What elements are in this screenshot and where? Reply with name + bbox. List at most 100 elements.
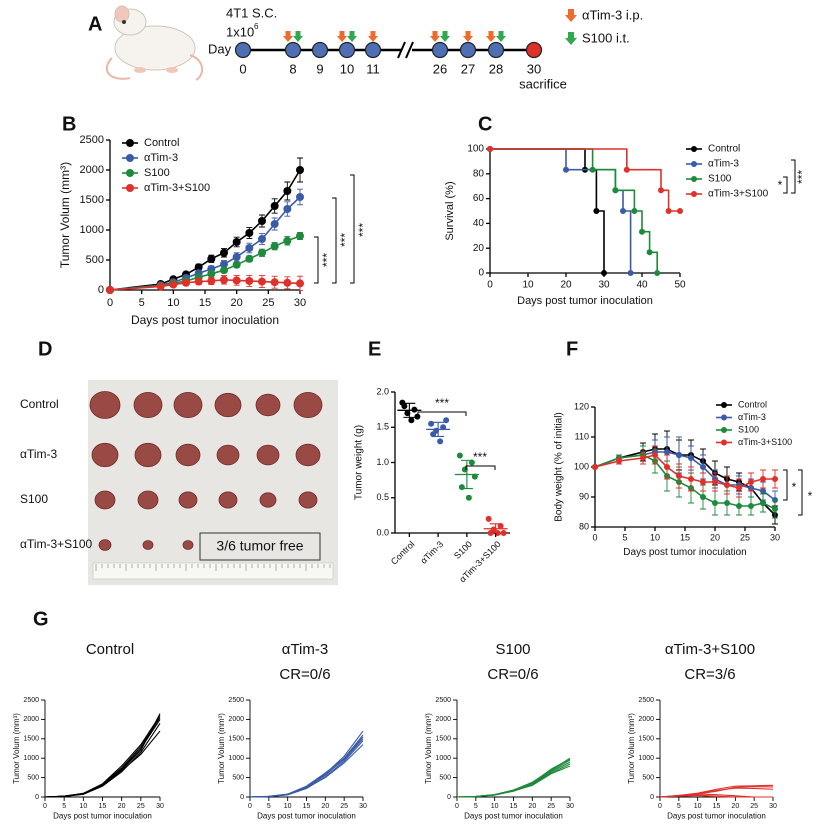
data-point <box>724 482 730 488</box>
tumor <box>293 391 323 418</box>
data-point <box>232 260 241 269</box>
x-tick-label: 10 <box>694 803 702 810</box>
data-point <box>428 420 435 427</box>
timeline-day <box>284 41 302 59</box>
x-axis-label: Days post tumor inoculation <box>464 812 563 821</box>
data-point <box>665 208 672 214</box>
y-tick-label: 2000 <box>80 164 104 176</box>
x-tick-label: 15 <box>199 297 211 309</box>
timeline-day <box>431 41 449 59</box>
cell-line: 4T1 S.C. <box>226 5 277 20</box>
x-tick-label: 0 <box>658 803 662 810</box>
data-point <box>640 455 646 461</box>
significance-label: *** <box>795 170 809 184</box>
data-point <box>748 479 754 485</box>
treatment-arrow <box>486 31 496 42</box>
day-number: 8 <box>289 61 296 76</box>
y-axis-label: Body weight (% of initial) <box>554 412 565 522</box>
data-point <box>296 232 304 240</box>
data-point <box>270 220 279 228</box>
data-point <box>736 503 742 509</box>
y-axis-label: Tumor Volum (mm³) <box>12 713 21 784</box>
data-point <box>700 479 706 485</box>
legend-marker <box>126 139 134 147</box>
data-point <box>220 266 228 275</box>
legend-marker <box>691 176 697 182</box>
legend-label: S100 <box>708 174 732 185</box>
y-tick-label: 80 <box>473 168 485 179</box>
data-point <box>220 275 228 284</box>
x-tick-label: 15 <box>510 803 518 810</box>
data-point <box>772 506 778 512</box>
day-number: 11 <box>366 61 380 76</box>
y-tick-label: 0 <box>98 284 104 296</box>
data-point <box>700 494 706 500</box>
data-point <box>194 263 203 272</box>
data-point <box>677 208 683 214</box>
legend-label: αTim-3+S100 <box>708 189 769 200</box>
series-line <box>249 744 364 798</box>
data-point <box>688 476 694 482</box>
y-axis-label: Tumor Volum (mm³) <box>58 162 72 268</box>
data-point <box>283 187 292 195</box>
tumor <box>142 540 154 550</box>
y-tick-label: 2500 <box>23 697 39 704</box>
y-tick-label: 110 <box>575 431 589 441</box>
tumor <box>216 444 240 466</box>
treatment-arrow <box>293 31 303 42</box>
data-point <box>658 187 664 194</box>
y-tick-label: 1000 <box>23 755 39 762</box>
legend-label: αTim-3+S100 <box>738 437 792 447</box>
y-tick-label: 1000 <box>435 755 451 762</box>
data-point <box>156 282 165 291</box>
tumor <box>255 393 281 417</box>
x-tick-label: 10 <box>650 532 660 542</box>
data-point <box>232 238 241 246</box>
y-tick-label: 2000 <box>228 716 244 723</box>
legend-marker <box>721 402 727 408</box>
timeline-day <box>487 41 505 59</box>
data-point <box>408 417 415 424</box>
x-tick-label: 30 <box>770 532 780 542</box>
x-tick-label: 25 <box>340 803 348 810</box>
x-axis-label: Days post tumor inoculation <box>667 812 766 821</box>
treatment-arrow <box>430 31 440 42</box>
row-label: S100 <box>20 492 48 506</box>
treatment-arrow <box>283 31 293 42</box>
x-tick-label: 20 <box>710 532 720 542</box>
data-point <box>207 269 216 278</box>
x-tick-label: 5 <box>267 803 271 810</box>
data-point <box>631 208 638 214</box>
data-point <box>772 476 778 482</box>
data-point <box>760 476 766 482</box>
data-point <box>207 254 216 263</box>
y-tick-label: 120 <box>574 401 589 411</box>
significance-label: *** <box>338 233 352 247</box>
x-tick-label: 20 <box>118 803 126 810</box>
data-point <box>736 485 742 491</box>
sd-bar <box>432 421 445 437</box>
data-point <box>270 202 279 210</box>
x-tick-label: 50 <box>674 280 686 291</box>
dose-exponent: 6 <box>254 22 259 31</box>
day-number: 10 <box>340 61 354 76</box>
y-tick-label: 1000 <box>638 755 654 762</box>
x-tick-label: 25 <box>262 297 274 309</box>
treatment-arrow <box>368 31 378 42</box>
data-point <box>620 208 626 214</box>
data-point <box>220 260 228 269</box>
chart-subtitle: CR=0/6 <box>487 666 538 683</box>
panel-label: B <box>62 113 76 135</box>
y-tick-label: 0 <box>478 268 484 279</box>
significance-label: *** <box>356 223 370 237</box>
y-tick-label: 500 <box>439 774 451 781</box>
data-point <box>646 249 653 256</box>
x-tick-label: 10 <box>167 297 179 309</box>
data-point <box>182 278 190 287</box>
x-tick-label: 15 <box>713 803 721 810</box>
photo-note: 3/6 tumor free <box>216 538 303 554</box>
y-tick-label: 1.5 <box>376 422 389 432</box>
y-tick-label: 1500 <box>23 736 39 743</box>
y-tick-label: 1500 <box>638 736 654 743</box>
x-tick-label: 10 <box>284 803 292 810</box>
